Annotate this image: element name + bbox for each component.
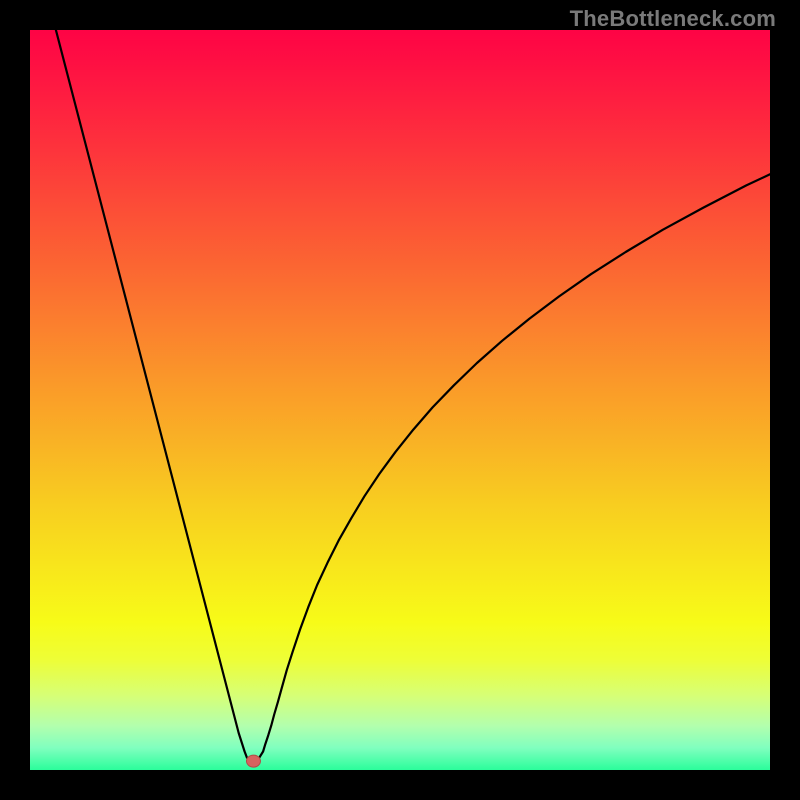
gradient-background	[30, 30, 770, 770]
plot-area	[30, 30, 770, 770]
minimum-marker	[246, 755, 260, 767]
watermark-text: TheBottleneck.com	[570, 6, 776, 32]
chart-container: TheBottleneck.com	[0, 0, 800, 800]
plot-svg	[30, 30, 770, 770]
